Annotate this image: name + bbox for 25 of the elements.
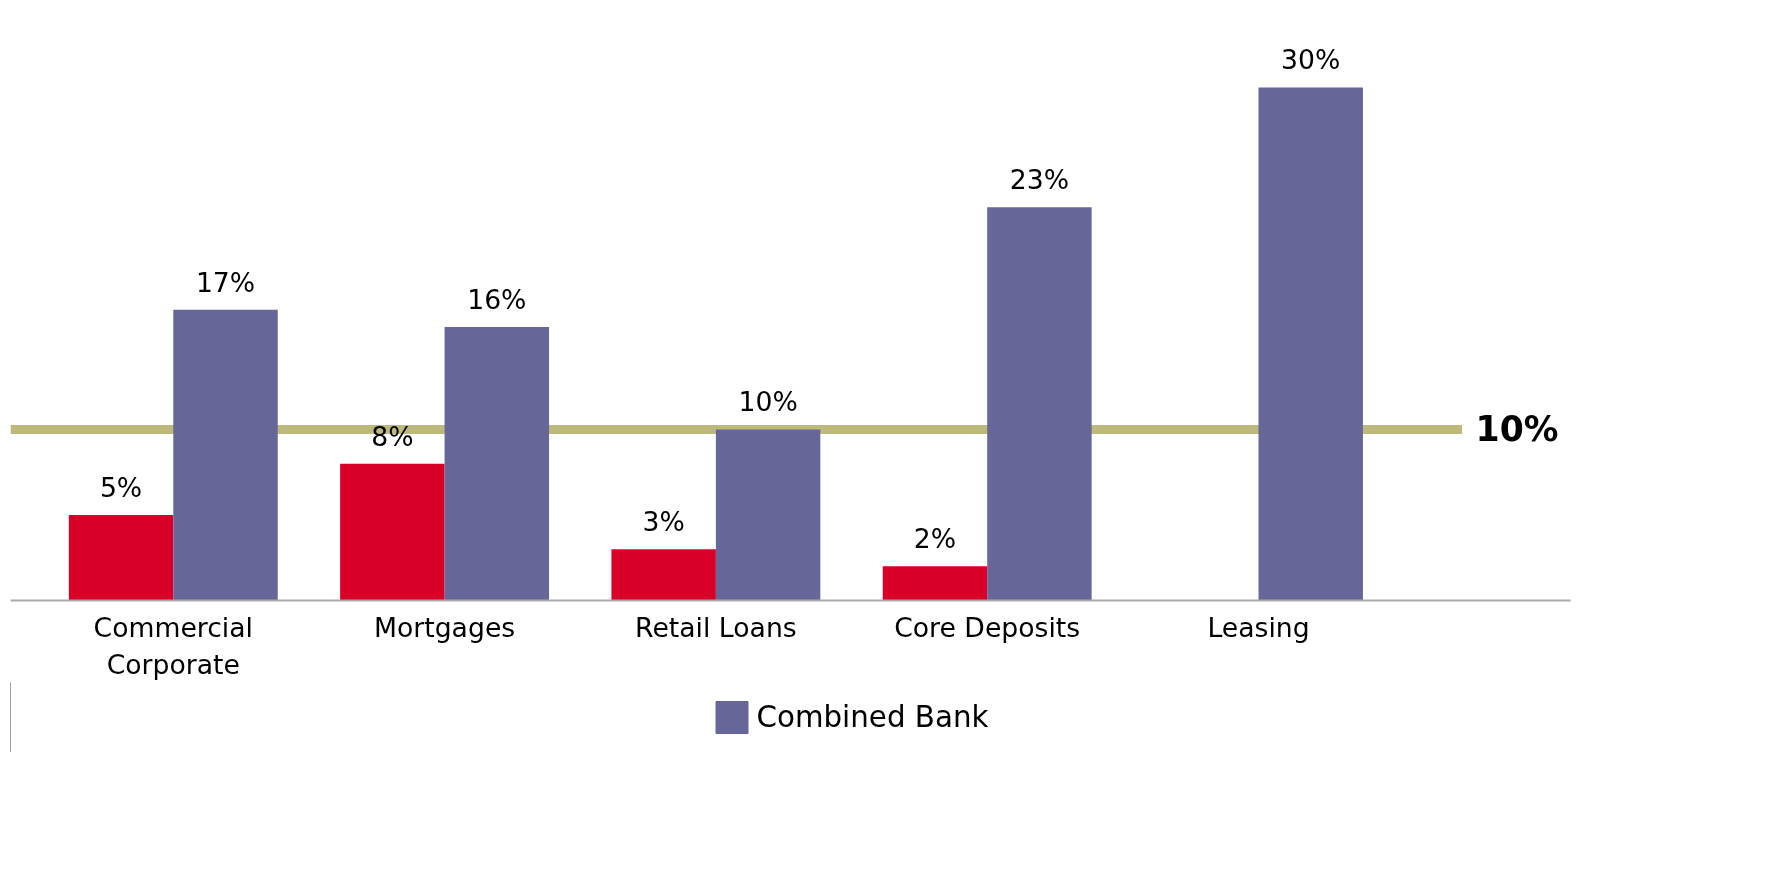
x-tick-label: Mortgages [374,611,516,643]
bar [611,549,716,601]
data-label: 5% [99,471,143,503]
data-label: 30% [1281,44,1341,76]
bar [882,566,988,601]
bar [715,429,821,601]
data-label: 16% [467,283,527,315]
bar [68,514,174,601]
data-label: 8% [371,420,414,452]
bar [444,326,550,601]
legend-label: Combined Bank [756,700,989,734]
data-label: 2% [913,523,957,555]
bar [340,463,445,601]
data-label: 10% [738,386,798,418]
data-label: 23% [1009,164,1070,196]
x-tick-label: Core Deposits [894,611,1081,643]
bar [987,207,1092,601]
bar [173,309,278,601]
data-label: 3% [642,506,685,538]
data-label: 17% [195,266,256,298]
ref-line-label: 10% [1475,409,1559,450]
x-tick-label: Leasing [1207,611,1310,643]
bar [1258,87,1363,601]
x-tick-label: Retail Loans [635,611,797,643]
x-tick-label: Commercial Corporate [93,611,254,680]
